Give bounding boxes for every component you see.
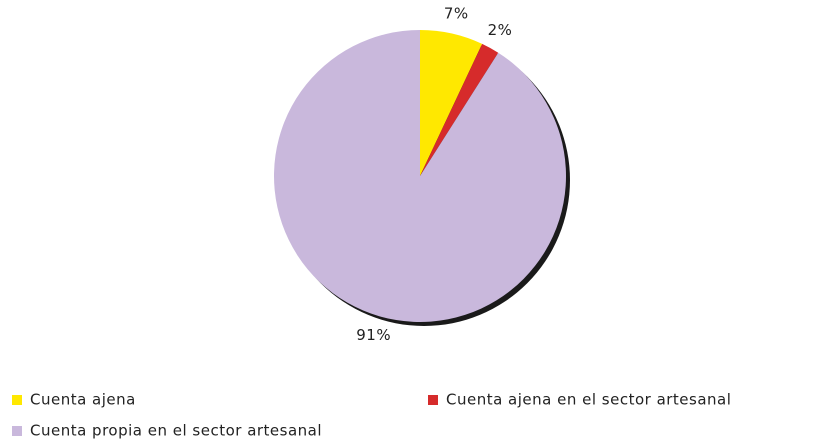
data-label: 91% <box>356 326 391 344</box>
pie-slice <box>274 30 566 322</box>
legend-swatch <box>428 395 438 405</box>
legend-label: Cuenta ajena en el sector artesanal <box>446 391 731 409</box>
legend-label: Cuenta propia en el sector artesanal <box>30 422 322 440</box>
data-label: 2% <box>488 21 513 39</box>
legend-swatch <box>12 395 22 405</box>
pie-slice <box>420 30 483 176</box>
legend-label: Cuenta ajena <box>30 391 136 409</box>
pie-slice <box>420 43 499 176</box>
legend-swatch <box>12 426 22 436</box>
data-label: 7% <box>444 4 469 22</box>
